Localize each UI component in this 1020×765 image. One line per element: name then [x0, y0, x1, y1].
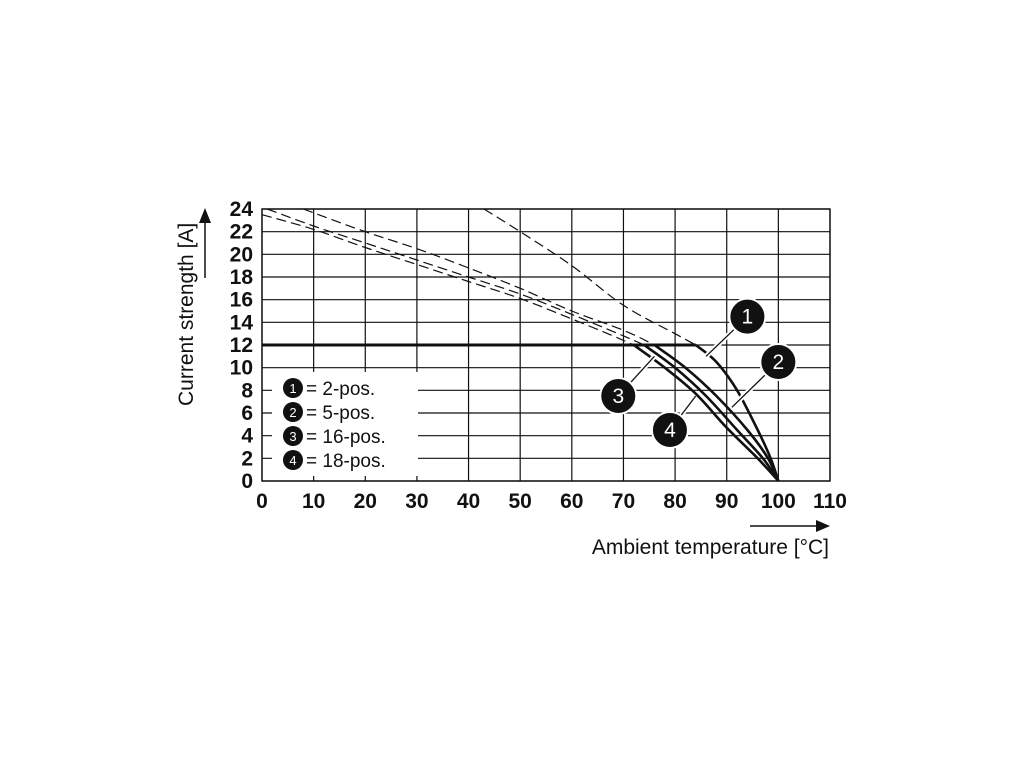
series-2-dashed-line: [303, 208, 655, 346]
legend-badge-4-label: 4: [289, 453, 296, 468]
legend-badge-2-label: 2: [289, 405, 296, 420]
y-axis-arrowhead: [199, 208, 211, 223]
callout-layer: 12 3 4: [599, 297, 798, 449]
series-2-solid-line: [653, 343, 780, 482]
y-tick-label: 10: [230, 357, 253, 380]
y-tick-label: 4: [241, 425, 253, 448]
legend-badge-1: [283, 378, 303, 398]
y-tick-label: 8: [241, 379, 253, 402]
legend-entry-2-text: = 5-pos.: [306, 403, 375, 424]
x-tick-label: 110: [813, 490, 847, 513]
callout-4-label: 4: [664, 419, 676, 442]
legend-badge-2: [283, 402, 303, 422]
y-tick-label: 24: [230, 198, 254, 221]
legend-badge-1-label: 1: [289, 381, 296, 396]
x-tick-label: 100: [761, 490, 796, 513]
callout-3-badge: [599, 377, 638, 415]
axis-labels: Ambient temperature [°C] Current strengt…: [175, 208, 830, 559]
series-4-dashed-line: [261, 214, 635, 346]
legend: 1 = 2-pos. 2 = 5-pos. 3 = 16-pos. 4 = 18-pos.: [272, 372, 418, 476]
y-tick-label: 0: [241, 470, 253, 493]
series-3-dashed-line: [266, 208, 645, 346]
y-tick-label: 16: [230, 289, 253, 312]
x-tick-label: 0: [256, 490, 268, 513]
y-tick-label: 20: [230, 243, 253, 266]
y-tick-label: 2: [241, 447, 253, 470]
callout-1-label: 1: [742, 306, 754, 329]
series-4-solid-line: [633, 343, 780, 482]
y-tick-label: 18: [230, 266, 254, 289]
x-tick-label: 40: [457, 490, 480, 513]
x-tick-label: 20: [354, 490, 377, 513]
x-tick-label: 50: [509, 490, 532, 513]
callout-3-label: 3: [612, 385, 624, 408]
y-tick-label: 14: [230, 311, 254, 334]
y-axis-label: Current strength [A]: [175, 223, 198, 406]
x-tick-label: 90: [715, 490, 738, 513]
callout-4-badge: [650, 411, 689, 449]
callout-2-badge: [759, 343, 798, 381]
x-tick-label: 80: [663, 490, 686, 513]
legend-entry-1-text: = 2-pos.: [306, 379, 375, 400]
legend-badge-3: [283, 426, 303, 446]
y-tick-label: 6: [241, 402, 253, 425]
x-tick-label: 10: [302, 490, 325, 513]
y-tick-label: 12: [230, 334, 253, 357]
series-1-solid-line: [694, 343, 780, 482]
y-tick-label: 22: [230, 221, 253, 244]
x-tick-label: 30: [405, 490, 428, 513]
callout-1-badge: [728, 297, 767, 336]
callout-2-label: 2: [773, 351, 785, 374]
legend-badge-4: [283, 450, 303, 470]
x-axis-arrowhead: [816, 520, 830, 532]
series-1-dashed-line: [483, 208, 696, 346]
x-tick-label: 70: [612, 490, 635, 513]
legend-entry-4-text: = 18-pos.: [306, 451, 386, 472]
legend-entry-3-text: = 16-pos.: [306, 427, 386, 448]
x-tick-label: 60: [560, 490, 583, 513]
series-3-solid-line: [643, 343, 780, 482]
series-layer: [261, 208, 780, 482]
x-axis-label: Ambient temperature [°C]: [592, 536, 829, 559]
legend-badge-3-label: 3: [289, 429, 296, 444]
